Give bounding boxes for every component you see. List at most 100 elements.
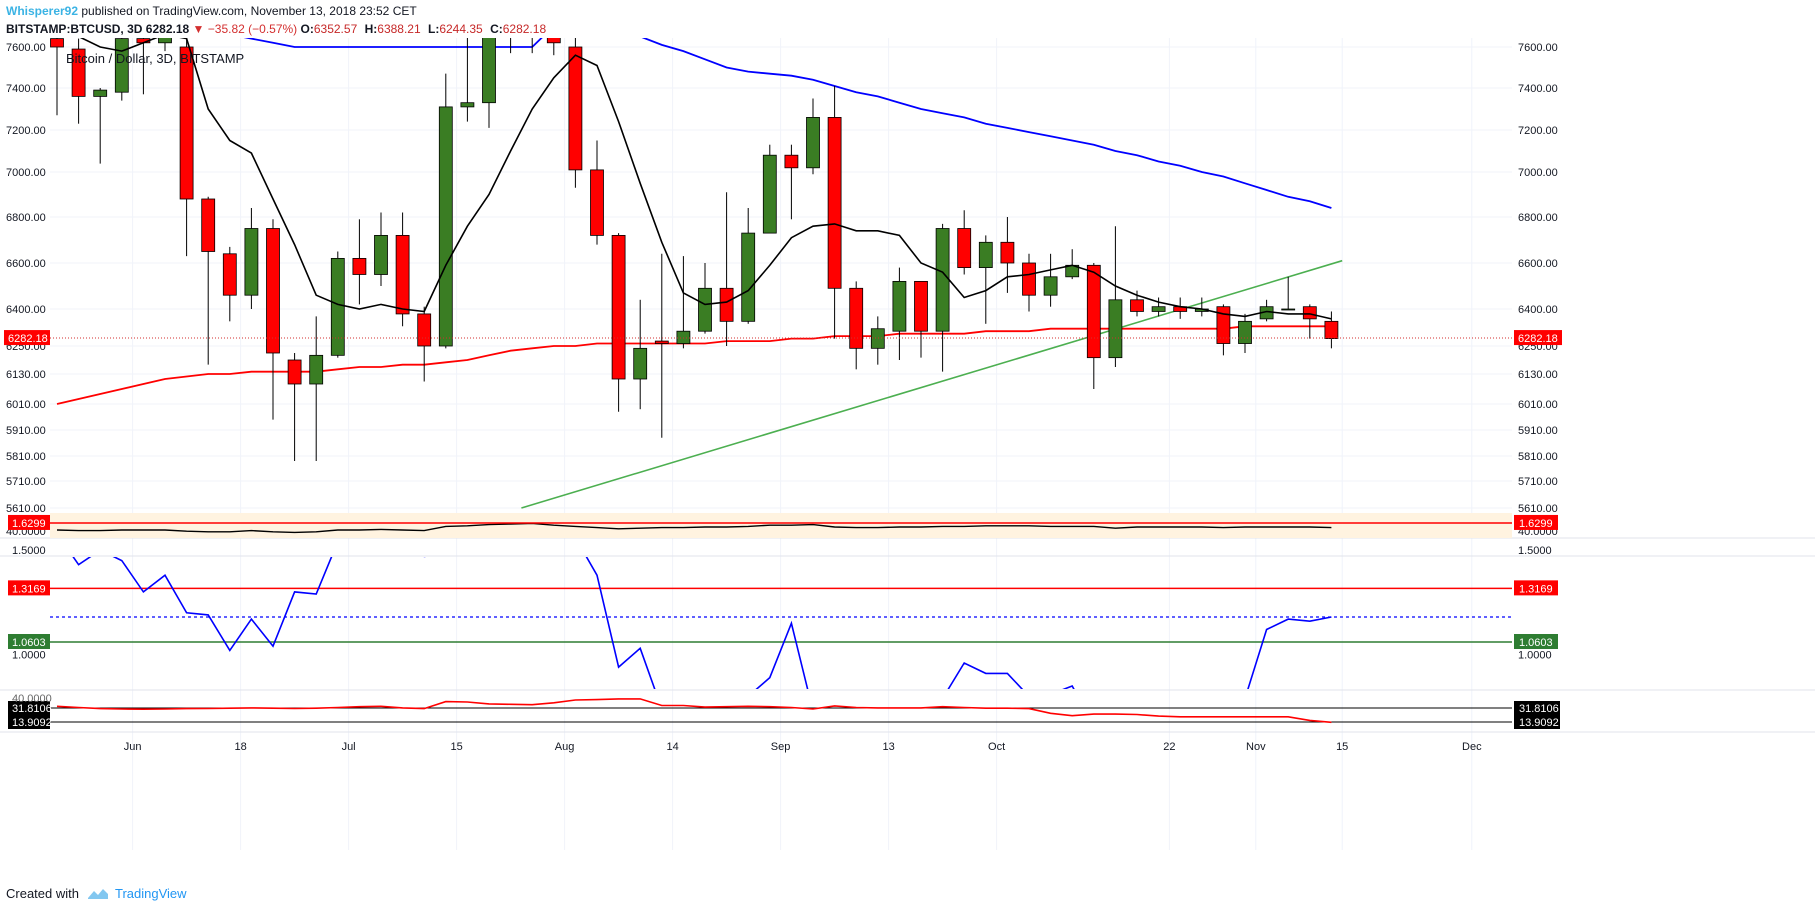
time-axis-label: Nov [1246,741,1266,753]
current-price-tag-left-text: 6282.18 [8,333,48,345]
time-axis-label: Aug [555,741,575,753]
time-axis-label: 15 [1336,741,1348,753]
price-tick-left: 7600.00 [6,42,46,54]
candle-down [1216,306,1231,344]
ratio-tick-left: 1.0000 [12,650,46,662]
price-tick-right: 5910.00 [1518,425,1558,437]
publish-line: Whisperer92 published on TradingView.com… [6,2,417,20]
ratio-level-tag-right [1514,580,1558,596]
candle-up [633,347,648,380]
time-axis-label: 18 [234,741,246,753]
candle-up [892,280,907,332]
price-pane [50,30,1343,509]
price-tick-right: 6600.00 [1518,258,1558,270]
price-tick-left: 5810.00 [6,451,46,463]
candle-up [309,354,324,385]
candle-down [654,340,669,344]
author-link[interactable]: Whisperer92 [6,4,79,18]
candle-up [870,328,885,349]
candle-down [827,117,842,289]
time-axis-label: 14 [666,741,678,753]
price-tick-left: 6400.00 [6,304,46,316]
time-axis-label: Dec [1462,741,1482,753]
lower-level-tag-left [8,701,50,715]
candle-down [287,359,302,385]
price-tick-right: 5810.00 [1518,451,1558,463]
ohlc-close-label: C: [490,22,503,36]
ratio-level-tag-right-text: 1.0603 [1519,637,1553,649]
ohlc-open-label: O: [300,22,314,36]
ratio-tick-left: 1.5000 [12,545,46,557]
trendline [521,259,1343,509]
ohlc-high-label: H: [364,22,378,36]
published-text: published on TradingView.com, November 1… [81,4,417,18]
candle-down [568,46,583,171]
price-tick-right: 6130.00 [1518,369,1558,381]
candle-down [1000,241,1015,264]
price-tick-left: 6600.00 [6,258,46,270]
lower-level-tag-right [1514,701,1560,715]
price-tick-right: 6400.00 [1518,304,1558,316]
ema-fast-line [79,38,1332,320]
candle-up [504,30,517,34]
candle-up [1281,308,1296,311]
price-tick-right: 5710.00 [1518,476,1558,488]
candle-down [50,38,64,48]
candle-up [93,89,108,97]
candle-down [395,234,410,315]
candle-up [482,38,496,104]
tradingview-link[interactable]: TradingView [114,886,187,901]
candle-up [762,154,777,234]
symbol-line: BITSTAMP:BTCUSD, 3D 6282.18 ▼ −35.82 (−0… [6,20,550,38]
price-tick-left: 5710.00 [6,476,46,488]
candle-up [438,106,453,347]
ohlc-high-value: 6388.21 [377,22,421,36]
candle-down [1302,306,1317,320]
candle-up [1043,276,1058,296]
ohlc-open-value: 6352.57 [313,22,358,36]
ratio-level-tag-left-text: 1.6299 [12,518,46,530]
lower-line [56,698,1332,724]
candle-down [201,198,216,252]
time-axis-label: 13 [882,741,894,753]
price-tick-left: 7200.00 [6,125,46,137]
ratio-level-tag-right [1514,634,1558,649]
ratio-level-tag-left-text: 1.0603 [12,637,46,649]
current-price-tag-right [1514,330,1562,346]
symbol-label: BITSTAMP:BTCUSD, 3D [6,22,143,36]
price-tick-left: 5910.00 [6,425,46,437]
candle-down [784,154,799,169]
current-price-tag-right-text: 6282.18 [1518,333,1558,345]
price-tick-right: 6800.00 [1518,212,1558,224]
candle-down [71,48,86,97]
ohlc-close-value: 6282.18 [502,22,547,36]
candle-down [1130,299,1144,312]
candle-down [266,228,280,354]
candle-down [1086,264,1101,359]
candle-down [222,253,237,296]
lower-partial-tick: 40.0000 [12,693,52,705]
candle-up [526,30,539,31]
lower-level-tag-left-text: 31.8106 [12,703,52,715]
chart-symbol-label: Bitcoin / Dollar, 3D, BITSTAMP [66,51,245,66]
ratio-level-tag-left [8,580,50,596]
candle-down [352,257,367,275]
candle-up [460,102,475,108]
lower-level-tag-left-text: 13.9092 [12,717,52,729]
candle-up [330,257,345,356]
chart-header: Whisperer92 published on TradingView.com… [0,0,1815,40]
lower-level-tag-right [1514,715,1560,729]
price-tick-left: 6800.00 [6,212,46,224]
ratio-level-tag-left [8,514,50,530]
candle-up [698,287,712,332]
price-tick-left: 6010.00 [6,399,46,411]
candle-up [935,228,950,332]
price-tick-right: 6010.00 [1518,399,1558,411]
candle-down [179,46,194,200]
lower-level-tag-right-text: 13.9092 [1519,717,1559,729]
candle-up [244,228,259,296]
ratio-level-tag-left-text: 1.3169 [12,583,46,595]
down-triangle-icon: ▼ [192,22,205,36]
candle-up [741,232,756,322]
